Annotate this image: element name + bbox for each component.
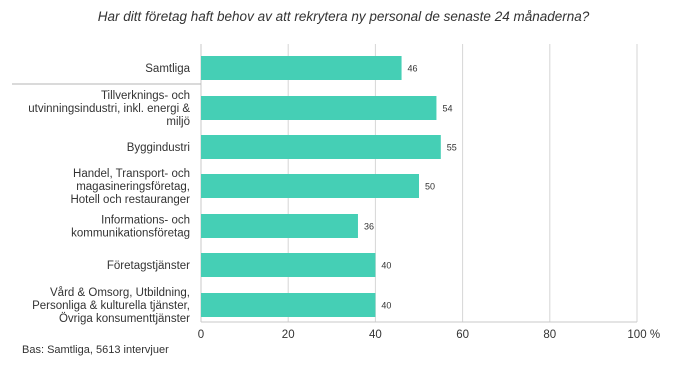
category-label: Handel, Transport- och magasineringsföret… xyxy=(70,168,190,206)
bar xyxy=(201,135,441,159)
data-label: 54 xyxy=(442,104,452,114)
category-label: Tillverknings- och utvinningsindustri, in… xyxy=(28,90,190,128)
data-label: 36 xyxy=(364,222,374,232)
data-label: 40 xyxy=(381,301,391,311)
x-tick-label: 100 xyxy=(627,329,646,341)
category-label: Företagstjänster xyxy=(107,260,190,272)
x-tick-label: 0 xyxy=(198,329,204,341)
bar xyxy=(201,293,376,317)
x-tick-label: 40 xyxy=(369,329,382,341)
bar xyxy=(201,214,358,238)
x-unit-label: % xyxy=(650,329,660,341)
chart-title: Har ditt företag haft behov av att rekry… xyxy=(97,9,590,24)
data-label: 50 xyxy=(425,182,435,192)
data-label: 40 xyxy=(381,261,391,271)
bar xyxy=(201,253,376,277)
category-label: Samtliga xyxy=(145,63,190,75)
x-tick-label: 20 xyxy=(282,329,295,341)
category-label: Informations- och kommunikationsföretag xyxy=(71,215,190,240)
data-label: 55 xyxy=(447,143,457,153)
x-tick-label: 60 xyxy=(456,329,469,341)
x-tick-label: 80 xyxy=(543,329,556,341)
data-label: 46 xyxy=(408,64,418,74)
bar xyxy=(201,96,437,120)
category-label: Vård & Omsorg, Utbildning, Personliga & k… xyxy=(32,287,190,325)
chart-footnote: Bas: Samtliga, 5613 intervjuer xyxy=(22,344,169,356)
bar xyxy=(201,56,402,80)
bar xyxy=(201,174,419,198)
category-label: Byggindustri xyxy=(127,142,190,154)
